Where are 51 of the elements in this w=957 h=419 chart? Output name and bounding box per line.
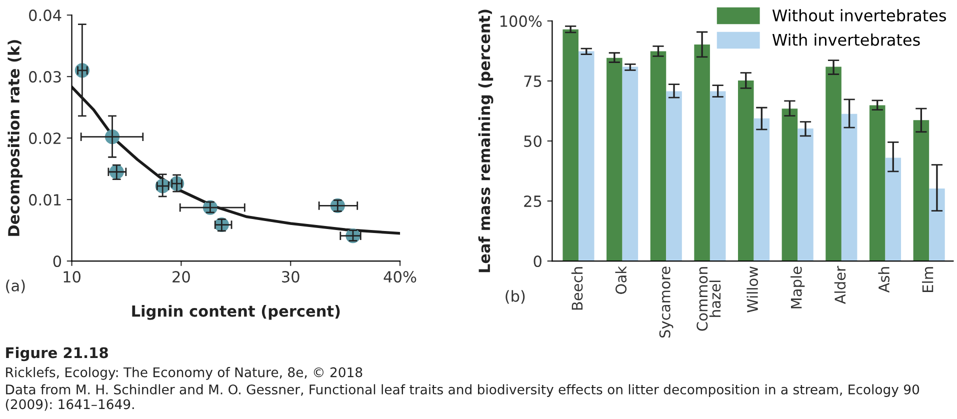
bar	[710, 91, 726, 262]
y-tick-label: 0.01	[29, 194, 61, 206]
y-tick-label: 0	[53, 256, 62, 268]
bar	[782, 108, 798, 262]
x-tick-label: 40%	[384, 271, 416, 283]
x-tick-label: Beech	[571, 267, 583, 310]
x-tick-label: Ash	[878, 267, 890, 293]
y-tick-label: 25	[524, 195, 542, 208]
bar	[841, 114, 858, 262]
x-tick-label: Alder	[834, 266, 846, 304]
x-tick-label: Elm	[922, 267, 934, 292]
legend-label: Without invertebrates	[772, 9, 946, 22]
x-tick-label: 20	[172, 271, 190, 283]
bar	[562, 29, 578, 262]
text: (b)	[506, 290, 525, 304]
y-tick-label: 0.03	[29, 71, 61, 83]
x-tick-label: 10	[64, 271, 80, 283]
bar	[798, 128, 814, 262]
bar	[650, 51, 666, 262]
y-axis-title: Decomposition rate (k)	[8, 40, 22, 236]
text: Data from M. H. Schindler and M. O. Gessner, Functional leaf traits and biodiversity effects on litter decomposition in a stream, Ecology 90 (2009): 1641–1649.	[6, 384, 920, 411]
bar	[754, 118, 770, 262]
x-tick-label: 30	[282, 271, 300, 283]
bar	[666, 91, 682, 262]
bar	[826, 66, 842, 262]
bar	[738, 80, 754, 262]
caption: Figure 21.18	[6, 346, 108, 362]
x-tick-label: Common hazel	[696, 267, 721, 331]
bar	[869, 105, 886, 262]
y-tick-label: 75	[524, 76, 542, 87]
bar	[929, 188, 945, 262]
bar	[885, 158, 902, 262]
x-tick-label: Willow	[746, 266, 758, 313]
x-axis-title: Lignin content (percent)	[132, 304, 340, 320]
bar	[913, 120, 930, 262]
y-tick-label: 0.02	[29, 132, 61, 144]
text: Ricklefs, Ecology: The Economy of Nature, 8e, © 2018	[6, 367, 362, 380]
x-tick-label: Sycamore	[659, 266, 674, 338]
bar	[694, 44, 710, 262]
bar	[622, 66, 638, 262]
y-tick-label: 0	[534, 256, 542, 268]
bar	[578, 51, 594, 262]
x-tick-label: Oak	[615, 266, 627, 294]
y-tick-label: 50	[524, 135, 542, 148]
legend-label: With invertebrates	[772, 34, 920, 46]
x-tick-label: Maple	[790, 266, 805, 308]
y-tick-label: 100%	[500, 15, 542, 27]
y-tick-label: 0.04	[29, 10, 62, 22]
y-axis-title: Leaf mass remaining (percent)	[478, 10, 494, 272]
bar	[606, 58, 622, 262]
text: (a)	[6, 280, 25, 294]
